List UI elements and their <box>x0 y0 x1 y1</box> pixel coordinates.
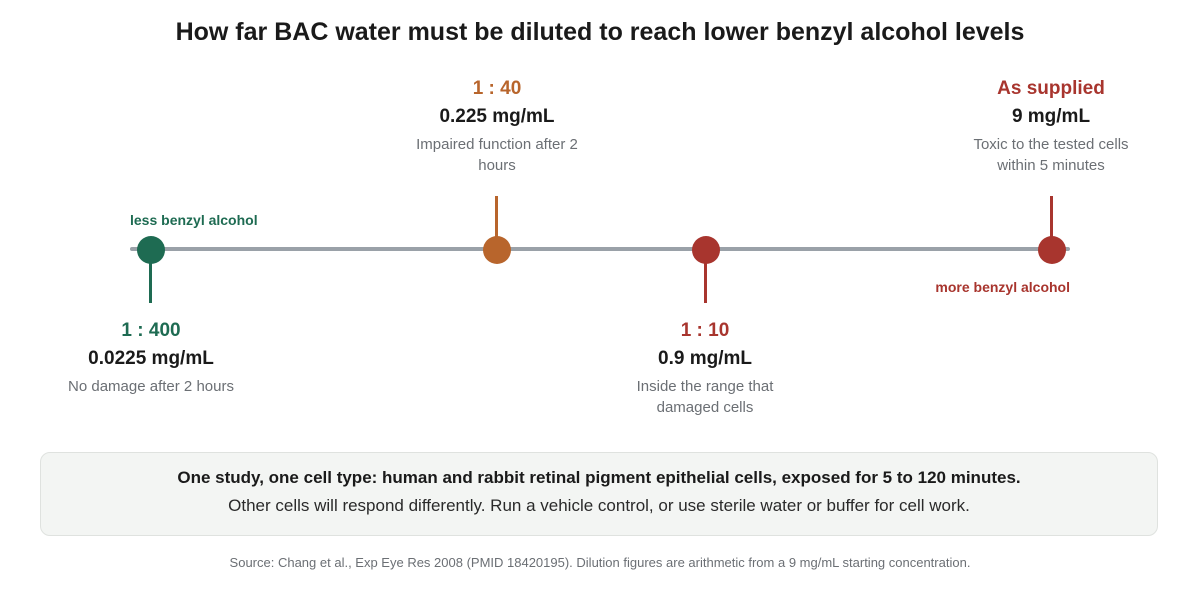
marker-1-400 <box>137 236 165 264</box>
page-title: How far BAC water must be diluted to rea… <box>175 18 1025 46</box>
axis-left-label: less benzyl alcohol <box>130 212 258 228</box>
axis-right-label: more benzyl alcohol <box>935 279 1070 295</box>
stem-1-10 <box>704 251 707 303</box>
point-concentration: 0.9 mg/mL <box>658 348 752 369</box>
point-1-40: 1 : 40 0.225 mg/mL Impaired function aft… <box>367 78 627 176</box>
point-as-supplied: As supplied 9 mg/mL Toxic to the tested … <box>921 78 1181 176</box>
marker-as-supplied <box>1038 236 1066 264</box>
point-description: Inside the range that damaged cells <box>636 378 774 416</box>
point-concentration: 0.225 mg/mL <box>439 106 555 127</box>
point-concentration: 0.0225 mg/mL <box>88 348 214 369</box>
point-ratio: As supplied <box>997 78 1105 99</box>
point-ratio: 1 : 10 <box>680 320 730 341</box>
point-1-400: 1 : 400 0.0225 mg/mL No damage after 2 h… <box>21 320 281 397</box>
point-ratio: 1 : 400 <box>121 320 181 341</box>
point-1-10: 1 : 10 0.9 mg/mL Inside the range that d… <box>575 320 835 418</box>
source-citation: Source: Chang et al., Exp Eye Res 2008 (… <box>229 555 971 570</box>
point-description: No damage after 2 hours <box>68 378 234 395</box>
stem-1-400 <box>149 251 152 303</box>
point-description: Toxic to the tested cells within 5 minut… <box>973 136 1129 174</box>
axis-line <box>130 247 1070 251</box>
caveat-note: One study, one cell type: human and rabb… <box>40 452 1158 536</box>
point-ratio: 1 : 40 <box>472 78 522 99</box>
caveat-line-2: Other cells will respond differently. Ru… <box>228 496 970 515</box>
marker-1-10 <box>692 236 720 264</box>
marker-1-40 <box>483 236 511 264</box>
stem-1-40 <box>495 196 498 246</box>
point-concentration: 9 mg/mL <box>1011 106 1091 127</box>
caveat-line-1: One study, one cell type: human and rabb… <box>177 468 1021 487</box>
point-description: Impaired function after 2 hours <box>416 136 578 174</box>
stem-as-supplied <box>1050 196 1053 246</box>
